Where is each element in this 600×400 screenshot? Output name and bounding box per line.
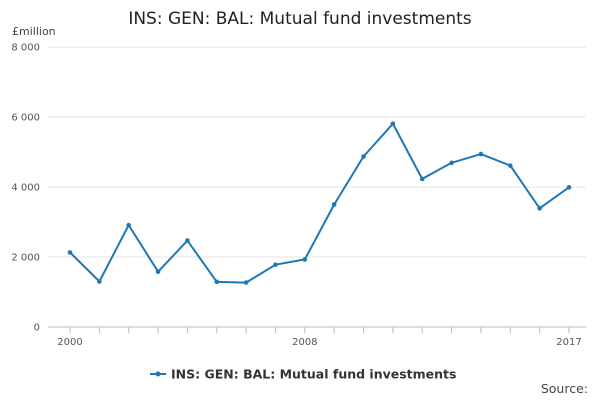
data-point xyxy=(566,185,572,190)
data-point xyxy=(273,262,278,268)
x-tick-label: 2000 xyxy=(57,337,82,348)
y-axis-ticks: 0 2 000 4 000 6 000 8 000 xyxy=(11,43,40,334)
data-point xyxy=(67,250,73,255)
legend-marker xyxy=(155,371,161,377)
series-group xyxy=(67,121,572,285)
data-point xyxy=(126,222,132,228)
data-point xyxy=(537,206,542,211)
y-tick-label: 8 000 xyxy=(11,43,40,54)
y-tick-label: 0 xyxy=(34,323,40,334)
data-point xyxy=(214,279,220,285)
data-point xyxy=(419,176,425,182)
chart-title: INS: GEN: BAL: Mutual fund investments xyxy=(128,9,471,29)
series-line xyxy=(69,122,570,284)
source-label: Source: xyxy=(541,381,588,396)
data-point xyxy=(302,257,308,262)
y-tick-label: 4 000 xyxy=(11,183,40,194)
data-point xyxy=(331,202,337,207)
data-point xyxy=(97,279,102,284)
legend: INS: GEN: BAL: Mutual fund investments xyxy=(150,367,456,382)
legend-entry-label: INS: GEN: BAL: Mutual fund investments xyxy=(171,367,456,382)
x-tick-label: 2008 xyxy=(292,337,317,348)
y-tick-label: 6 000 xyxy=(11,113,40,124)
y-axis-unit-label: £million xyxy=(12,25,56,38)
data-point xyxy=(361,154,366,159)
x-axis: 2000 2008 2017 xyxy=(48,326,586,348)
data-point xyxy=(478,151,484,157)
y-tick-label: 2 000 xyxy=(11,253,40,264)
data-point xyxy=(390,121,396,126)
data-point xyxy=(449,160,454,166)
data-point xyxy=(155,269,161,275)
data-point xyxy=(243,280,249,285)
gridlines xyxy=(48,46,586,258)
data-point xyxy=(185,238,190,243)
x-tick-label: 2017 xyxy=(556,337,581,348)
data-point xyxy=(507,163,513,168)
